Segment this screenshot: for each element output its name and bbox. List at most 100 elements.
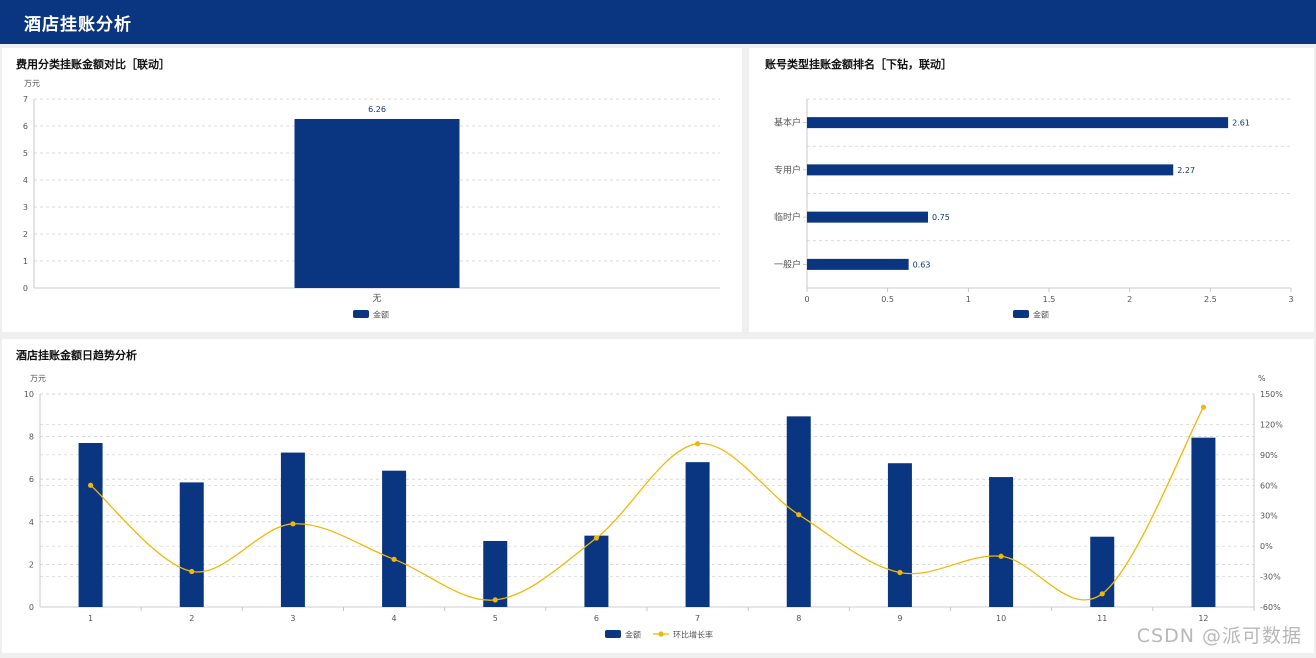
legend-swatch-amount [605,630,621,638]
legend-label-amount: 金额 [625,630,641,640]
growth-rate-point [694,441,701,447]
bar [584,535,609,607]
x-tick-label: 6 [594,614,599,623]
bar [179,482,204,607]
y-tick-label: 5 [23,149,28,158]
growth-rate-point [189,568,195,575]
page-title: 酒店挂账分析 [24,15,132,35]
y-tick-label: 0 [23,284,28,293]
x-tick-label: 2 [1127,295,1132,304]
x-tick-label: 2 [189,614,194,623]
bar [280,452,305,607]
x-tick-label: 0 [804,295,809,304]
y-tick-label: 7 [23,95,28,104]
daily-trend-chart-title: 酒店挂账金额日趋势分析 [16,349,137,362]
y-tick-label: 基本户 [774,117,801,129]
bar [1090,536,1115,607]
expense-category-panel: 费用分类挂账金额对比［联动］ 万元 0 1 2 3 4 5 6 7 6.26 无金额 [2,48,742,332]
legend-label: 金额 [1033,310,1049,320]
bar [807,117,1229,129]
bar [786,416,811,607]
y2-tick-label: 90% [1260,451,1278,460]
account-type-chart-title: 账号类型挂账金额排名［下钻，联动］ [765,58,952,71]
x-tick-label: 12 [1198,614,1208,623]
bar [807,211,928,223]
y2-tick-label: 150% [1260,390,1283,399]
x-tick-label: 11 [1097,614,1107,623]
x-tick-label: 4 [392,614,397,623]
x-tick-label: 7 [695,614,700,623]
bar [1191,437,1216,607]
bar [294,118,460,288]
y-tick-label: 4 [29,518,34,527]
x-tick-label: 0.5 [881,295,894,304]
watermark-text: CSDN @派可数据 [1136,625,1302,647]
x-tick-label: 2.5 [1204,295,1217,304]
y-tick-label: 8 [29,433,34,442]
account-type-panel: 账号类型挂账金额排名［下钻，联动］ 0 0.5 1 1.5 2 2.5 3 2.61 基本户 2.… [749,48,1314,332]
x-tick-label: 9 [897,614,902,623]
account-type-bar-chart[interactable]: 0 0.5 1 1.5 2 2.5 3 2.61 基本户 2.27 专用户 0.75 临时户 0.63 一般… [749,48,1314,332]
y2-tick-label: 30% [1260,512,1278,521]
bar [685,462,710,607]
x-tick-label: 5 [493,614,498,623]
x-tick-label: 1.5 [1043,295,1056,304]
y2-axis-unit-label: % [1258,374,1266,383]
growth-rate-point [796,512,802,518]
header-bar: 酒店挂账分析 [0,0,1316,44]
bar [382,470,407,607]
y-tick-label: 4 [23,176,28,185]
y-tick-label: 0 [29,603,34,612]
legend-swatch [353,310,369,318]
bar-data-label: 2.27 [1177,166,1195,175]
legend-label: 金额 [373,310,389,320]
bar-data-label: 6.26 [368,105,386,114]
legend-swatch [1013,310,1029,318]
growth-rate-point [492,597,498,603]
bar [78,442,103,607]
y-tick-label: 临时户 [774,211,801,223]
x-tick-label: 8 [796,614,801,623]
y2-tick-label: -30% [1260,573,1281,582]
growth-rate-point [290,521,296,527]
growth-rate-point [1099,591,1105,597]
x-tick-label: 1 [88,614,93,623]
y-tick-label: 专用户 [774,164,801,176]
x-tick-label: 1 [966,295,971,304]
y-tick-label: 10 [24,390,34,399]
y-tick-label: 6 [29,475,34,484]
growth-rate-point [897,569,903,576]
daily-trend-panel: 酒店挂账金额日趋势分析 万元% 0 2 4 6 8 10 -60% -30% 0% 30% 60% 90… [2,339,1314,653]
growth-rate-point [593,535,600,541]
expense-category-bar-chart[interactable]: 万元 0 1 2 3 4 5 6 7 6.26 无金额 [2,48,742,332]
growth-rate-point [1200,404,1207,410]
y-tick-label: 一般户 [774,258,801,270]
x-tick-label: 3 [290,614,295,623]
expense-category-chart-title: 费用分类挂账金额对比［联动］ [16,58,170,71]
bar [807,164,1174,176]
bar [989,477,1014,607]
y-axis-unit-label: 万元 [24,79,40,88]
y-tick-label: 3 [23,203,28,212]
growth-rate-point [998,553,1004,559]
bar-data-label: 2.61 [1232,119,1250,128]
growth-rate-point [391,556,397,562]
bar-data-label: 0.63 [913,260,931,269]
y-tick-label: 6 [23,122,28,131]
x-tick-label: 10 [996,614,1006,623]
y2-tick-label: 0% [1260,542,1273,551]
y2-tick-label: 60% [1260,481,1278,490]
legend-label-growth: 环比增长率 [673,630,713,640]
bar-data-label: 0.75 [932,213,950,222]
growth-rate-line [90,406,1204,601]
x-tick-label: 3 [1288,295,1293,304]
bar [887,463,912,607]
y-tick-label: 2 [29,560,34,569]
bar [807,258,909,270]
growth-rate-point [87,482,94,488]
y-tick-label: 1 [23,257,28,266]
x-tick-label: 无 [372,293,381,304]
y-axis-unit-label: 万元 [30,374,46,383]
bar [483,540,508,607]
